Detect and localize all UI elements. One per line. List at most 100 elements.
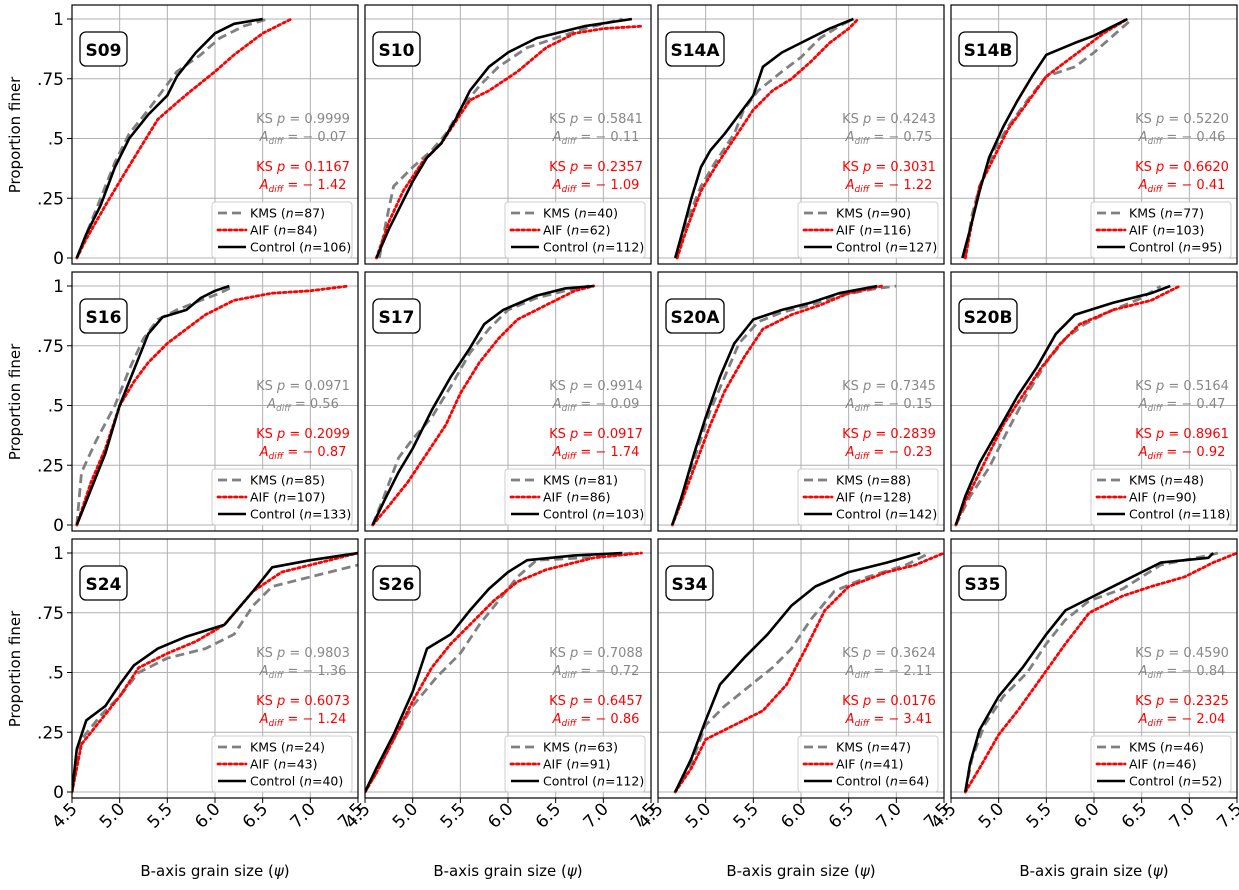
panel-s35: KS p = 0.4590 Adiff = − 0.84 KS p = 0.2325… — [927, 538, 1239, 833]
series-line-kms — [963, 551, 1219, 793]
legend: KMS (n=87) AIF (n=84) Control (n=106) — [211, 201, 353, 259]
site-label-text: S20B — [964, 308, 1013, 328]
site-label-box — [79, 565, 128, 601]
aif-ks-label: KS p = 0.2839 — [842, 427, 936, 442]
series-line-kms — [670, 284, 897, 526]
x-tick-label: 6.5 — [1118, 799, 1151, 832]
series-line-aif — [673, 551, 944, 794]
site-label: S10 — [372, 31, 421, 67]
y-tick-label: 0 — [53, 783, 64, 803]
series-line-control — [75, 17, 263, 259]
legend-label-aif: AIF (n=128) — [836, 490, 911, 505]
site-label-text: S20A — [670, 308, 720, 328]
y-axis-label: Proportion finer — [6, 343, 24, 460]
series-line-aif — [963, 551, 1237, 794]
x-tick-label: 5.5 — [144, 799, 177, 832]
legend-label-control: Control (n=40) — [250, 774, 343, 789]
x-tick-label: 5.0 — [975, 799, 1008, 832]
site-label: S17 — [372, 298, 421, 334]
panel-s16: KS p = 0.0971 Adiff = 0.56 KS p = 0.2099 Ad… — [37, 271, 359, 536]
y-tick-label: .75 — [37, 70, 64, 90]
panel-frame — [657, 271, 945, 532]
kms-adiff-label: Adiff = − 2.11 — [845, 664, 933, 681]
x-tick-label: 6.5 — [825, 799, 858, 832]
series-line-control — [964, 552, 1215, 793]
site-label-text: S10 — [379, 41, 415, 61]
site-label: S09 — [79, 31, 128, 67]
stats-text: KS p = 0.9999 Adiff = − 0.07 KS p = 0.1167… — [256, 112, 350, 195]
x-tick-label: 4.5 — [48, 799, 81, 832]
panel-s14b: KS p = 0.5220 Adiff = − 0.46 KS p = 0.6620… — [950, 4, 1238, 265]
series-line-aif — [954, 284, 1182, 527]
aif-adiff-label: Adiff = − 1.42 — [259, 178, 347, 195]
kms-adiff-label: Adiff = 0.56 — [266, 397, 339, 414]
kms-adiff-label: Adiff = − 0.47 — [1138, 397, 1226, 414]
site-label-text: S16 — [86, 308, 122, 328]
x-tick-label: 5.5 — [730, 799, 763, 832]
site-label-box — [372, 565, 421, 601]
y-tick-label: .25 — [37, 189, 64, 209]
series-lines — [72, 551, 358, 794]
series-line-control — [371, 284, 594, 526]
aif-adiff-label: Adiff = − 1.22 — [845, 178, 933, 195]
kms-ks-label: KS p = 0.4590 — [1135, 646, 1229, 661]
x-tick-label: 5.0 — [389, 799, 422, 832]
legend-label-kms: KMS (n=81) — [543, 473, 618, 488]
legend-label-control: Control (n=103) — [543, 507, 644, 522]
legend-label-control: Control (n=142) — [836, 507, 937, 522]
site-label-box — [79, 298, 128, 334]
aif-adiff-label: Adiff = − 1.74 — [552, 445, 640, 462]
legend-label-aif: AIF (n=43) — [250, 757, 317, 772]
legend-label-kms: KMS (n=88) — [836, 473, 911, 488]
series-lines — [673, 17, 860, 260]
series-lines — [954, 284, 1182, 527]
legend-label-kms: KMS (n=48) — [1129, 473, 1204, 488]
series-line-control — [673, 17, 854, 259]
stats-text: KS p = 0.3624 Adiff = − 2.11 KS p = 0.0176… — [842, 646, 936, 729]
site-label-box — [665, 298, 725, 334]
legend: KMS (n=48) AIF (n=90) Control (n=118) — [1090, 468, 1232, 526]
stats-text: KS p = 0.4243 Adiff = − 0.75 KS p = 0.3031… — [842, 112, 936, 195]
x-tick-label: 6.0 — [191, 799, 224, 832]
site-label: S14A — [665, 31, 725, 67]
kms-adiff-label: Adiff = − 0.75 — [845, 130, 933, 147]
site-label: S14B — [958, 31, 1018, 67]
site-label-text: S09 — [86, 41, 122, 61]
x-tick-label: 5.5 — [1023, 799, 1056, 832]
site-label-box — [665, 565, 714, 601]
kms-adiff-label: Adiff = − 0.72 — [552, 664, 640, 681]
panel-s26: KS p = 0.7088 Adiff = − 0.72 KS p = 0.6457… — [341, 538, 661, 833]
y-tick-label: 0 — [53, 516, 64, 536]
site-label: S20B — [958, 298, 1018, 334]
kms-ks-label: KS p = 0.7088 — [549, 646, 643, 661]
legend-box — [797, 201, 939, 259]
y-axis-label: Proportion finer — [6, 610, 24, 727]
site-label: S16 — [79, 298, 128, 334]
series-line-control — [961, 17, 1128, 259]
kms-ks-label: KS p = 0.5841 — [549, 112, 643, 127]
panel-s17: KS p = 0.9914 Adiff = − 0.09 KS p = 0.0917… — [364, 271, 652, 532]
legend-box — [211, 201, 353, 259]
aif-ks-label: KS p = 0.6457 — [549, 694, 643, 709]
legend-box — [504, 735, 646, 793]
x-axis-label: B-axis grain size (ψ) — [1019, 862, 1168, 880]
aif-adiff-label: Adiff = − 0.92 — [1138, 445, 1226, 462]
legend-label-aif: AIF (n=86) — [543, 490, 610, 505]
legend-box — [504, 201, 646, 259]
series-lines — [365, 551, 643, 794]
series-lines — [673, 551, 944, 794]
aif-adiff-label: Adiff = − 2.04 — [1138, 712, 1226, 729]
legend-label-aif: AIF (n=116) — [836, 223, 911, 238]
series-lines — [670, 284, 897, 527]
stats-text: KS p = 0.5841 Adiff = − 0.11 KS p = 0.2357… — [549, 112, 643, 195]
legend-label-control: Control (n=133) — [250, 507, 351, 522]
x-tick-label: 6.0 — [1070, 799, 1103, 832]
aif-ks-label: KS p = 0.2357 — [549, 160, 643, 175]
aif-adiff-label: Adiff = − 0.23 — [845, 445, 933, 462]
legend-label-control: Control (n=106) — [250, 240, 351, 255]
site-label-box — [79, 31, 128, 67]
legend-label-control: Control (n=95) — [1129, 240, 1222, 255]
y-tick-label: 0 — [53, 249, 64, 269]
x-tick-label: 6.0 — [777, 799, 810, 832]
aif-adiff-label: Adiff = − 0.41 — [1138, 178, 1226, 195]
